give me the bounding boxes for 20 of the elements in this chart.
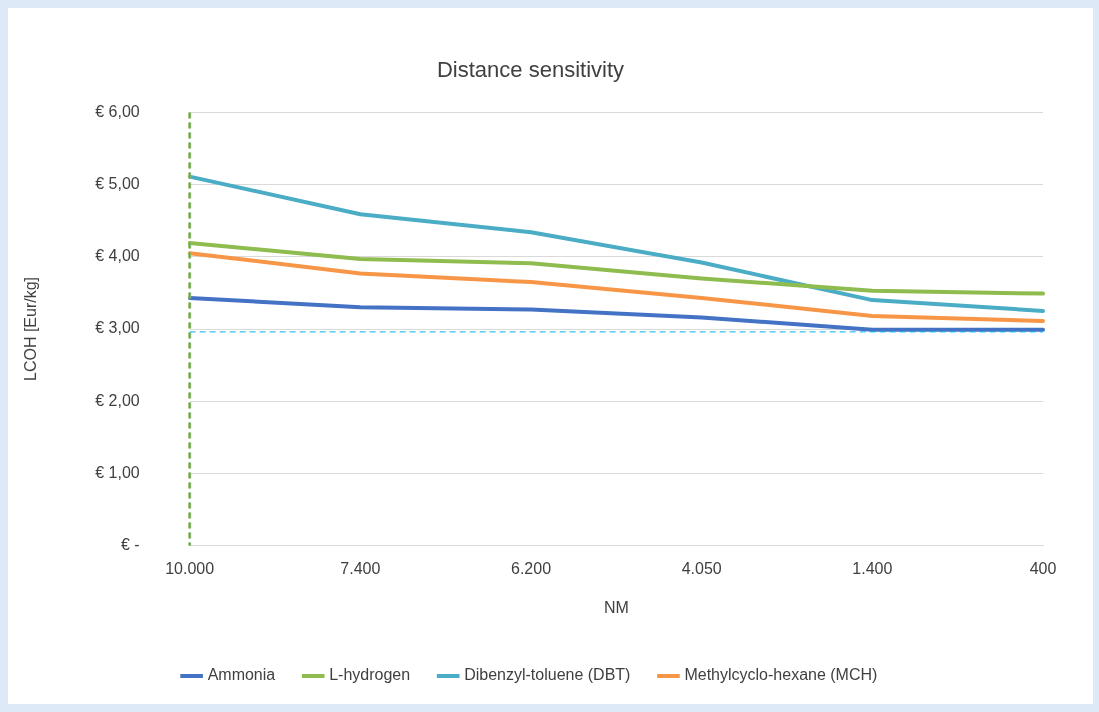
x-axis-title: NM — [603, 598, 629, 616]
y-tick-label: € 2,00 — [95, 391, 140, 409]
x-tick-label: 400 — [1029, 559, 1057, 577]
y-tick-label: € 5,00 — [95, 175, 140, 193]
x-tick-label: 1.400 — [852, 559, 893, 577]
chart-title: Distance sensitivity — [436, 57, 625, 83]
x-tick-label: 4.050 — [681, 559, 722, 577]
legend-label: Ammonia — [207, 666, 276, 684]
y-tick-label: € 4,00 — [95, 247, 140, 265]
x-tick-label: 7.400 — [340, 559, 381, 577]
legend-label: Dibenzyl-toluene (DBT) — [464, 666, 631, 684]
x-tick-label: 10.000 — [165, 559, 215, 577]
y-tick-label: € 1,00 — [95, 463, 140, 481]
x-tick-label: 6.200 — [510, 559, 552, 577]
y-tick-label: € - — [121, 536, 140, 554]
legend-label: Methylcyclo-hexane (MCH) — [684, 666, 878, 684]
y-tick-label: € 3,00 — [95, 319, 140, 337]
y-tick-label: € 6,00 — [95, 102, 140, 120]
y-axis-title: LCOH [Eur/kg] — [22, 276, 40, 382]
legend-label: L-hydrogen — [329, 666, 411, 684]
